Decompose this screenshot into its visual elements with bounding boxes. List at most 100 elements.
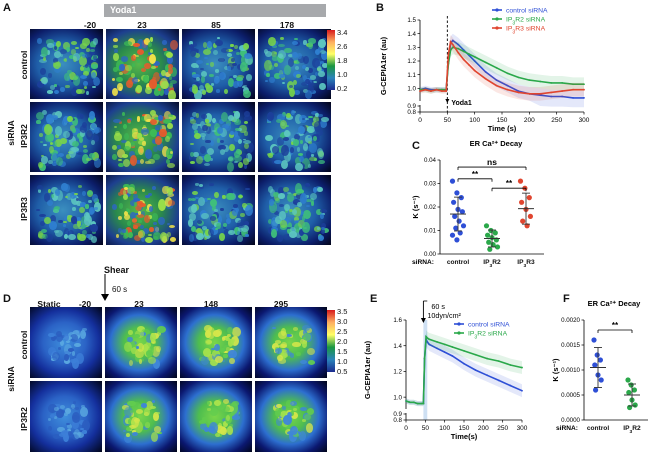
data-point — [473, 60, 476, 62]
data-point — [583, 88, 585, 91]
colorbar-d-tick-5: 1.5 — [337, 347, 348, 356]
data-point — [462, 50, 465, 53]
data-point — [597, 357, 603, 363]
micrograph-image — [30, 102, 103, 172]
data-point — [451, 355, 454, 357]
data-point — [484, 71, 487, 73]
panel-letter-b: B — [376, 2, 384, 14]
legend-marker — [457, 322, 461, 326]
panel-letter-f: F — [563, 293, 570, 305]
significance-label: ** — [472, 170, 479, 179]
data-point — [495, 79, 498, 82]
data-point — [457, 43, 460, 46]
data-point — [449, 232, 456, 238]
data-point — [457, 47, 460, 50]
data-point — [468, 53, 471, 56]
y-tick-label: 1.4 — [407, 31, 416, 38]
y-tick-label: 0.02 — [424, 204, 437, 211]
micrograph-image — [258, 175, 331, 245]
error-band — [420, 40, 584, 94]
error-band — [420, 35, 584, 101]
y-tick-label: 1.4 — [393, 343, 402, 350]
treatment-annotation: Yoda1 — [451, 100, 472, 107]
data-point — [454, 190, 460, 196]
data-point — [451, 43, 454, 46]
data-point — [539, 80, 542, 83]
data-point — [483, 223, 490, 229]
time-label-a-1: -20 — [83, 20, 97, 30]
legend-label: control siRNA — [506, 8, 548, 15]
micrograph-image — [255, 307, 327, 378]
error-band — [406, 330, 522, 407]
shear-flow-annotation: 10dyn/cm² — [427, 311, 461, 320]
shear-time-label: 60 s — [112, 285, 128, 294]
data-point — [416, 402, 419, 405]
y-tick-label: 0.00 — [424, 251, 437, 258]
error-band — [406, 332, 522, 407]
y-tick-label: 1.0 — [393, 394, 402, 401]
y-tick-label: 0.03 — [424, 181, 437, 188]
y-axis-label: G-CEPIA1er (au) — [379, 36, 388, 95]
colorbar-d-tick-1: 3.5 — [337, 307, 348, 316]
data-point — [517, 178, 524, 184]
yoda1-label: Yoda1 — [110, 5, 137, 15]
data-point — [468, 64, 471, 66]
group-label-d: siRNA — [6, 366, 16, 392]
data-point — [490, 242, 496, 248]
data-point — [435, 88, 438, 91]
time-label-d-1: -20 — [78, 299, 92, 309]
data-point — [572, 97, 574, 99]
colorbar-a-tick-1: 3.4 — [337, 28, 348, 37]
data-point — [457, 51, 460, 54]
data-point — [517, 91, 520, 94]
data-point — [494, 244, 501, 250]
y-tick-label: 1.2 — [407, 58, 416, 65]
data-point — [423, 357, 426, 360]
row-label-d-control: control — [19, 330, 29, 360]
data-point — [463, 349, 465, 352]
x-tick-label: 300 — [517, 425, 528, 432]
y-tick-label: 0.01 — [424, 228, 437, 235]
x-tick-label: 300 — [579, 117, 590, 124]
colorbar-a — [327, 30, 335, 90]
data-point — [550, 95, 553, 98]
data-point — [443, 343, 446, 346]
data-point — [509, 384, 512, 387]
data-point — [445, 90, 448, 92]
data-point — [572, 83, 574, 86]
x-tick-label: 200 — [478, 425, 489, 432]
data-point — [473, 69, 476, 72]
data-point — [593, 387, 599, 393]
data-point — [460, 223, 467, 229]
legend-marker — [457, 331, 461, 335]
micrograph-image — [180, 307, 252, 378]
data-point — [449, 178, 456, 184]
data-point — [443, 351, 446, 354]
category-label: control — [447, 259, 470, 266]
legend-label: IP3R3 siRNA — [506, 26, 546, 36]
time-label-d-3: 148 — [203, 299, 219, 309]
data-point — [561, 81, 564, 84]
chart-b: 0 50 100 150 200 250 300 0.80.9 1.0 1.1 1.2 1.3 1.4 1… — [379, 8, 590, 134]
time-label-d-4: 295 — [273, 299, 289, 309]
y-tick-label: 0.0000 — [561, 417, 580, 424]
data-point — [473, 56, 476, 58]
category-label: IP3R3 — [517, 259, 535, 269]
legend-marker — [495, 26, 499, 30]
row-label-d-ip3r2: IP3R2 — [19, 407, 29, 431]
y-tick-label: 1.3 — [407, 45, 416, 52]
chart-f: ER Ca²⁺ Decay 0.0000 0.0005 0.0010 0.0015 0.0… — [552, 299, 648, 435]
time-label-a-2: 23 — [137, 20, 147, 30]
data-point — [625, 377, 631, 383]
x-tick-label: 0 — [418, 117, 422, 124]
y-tick-label: 1.6 — [393, 317, 402, 324]
data-point — [528, 79, 531, 82]
panel-letter-a: A — [3, 2, 11, 14]
data-point — [519, 199, 525, 205]
legend-label: IP3R2 siRNA — [468, 331, 508, 341]
data-point — [459, 209, 465, 215]
data-point — [451, 346, 454, 348]
data-point — [451, 199, 457, 205]
y-tick-label: 0.0015 — [561, 342, 580, 349]
x-tick-label: 200 — [524, 117, 535, 124]
